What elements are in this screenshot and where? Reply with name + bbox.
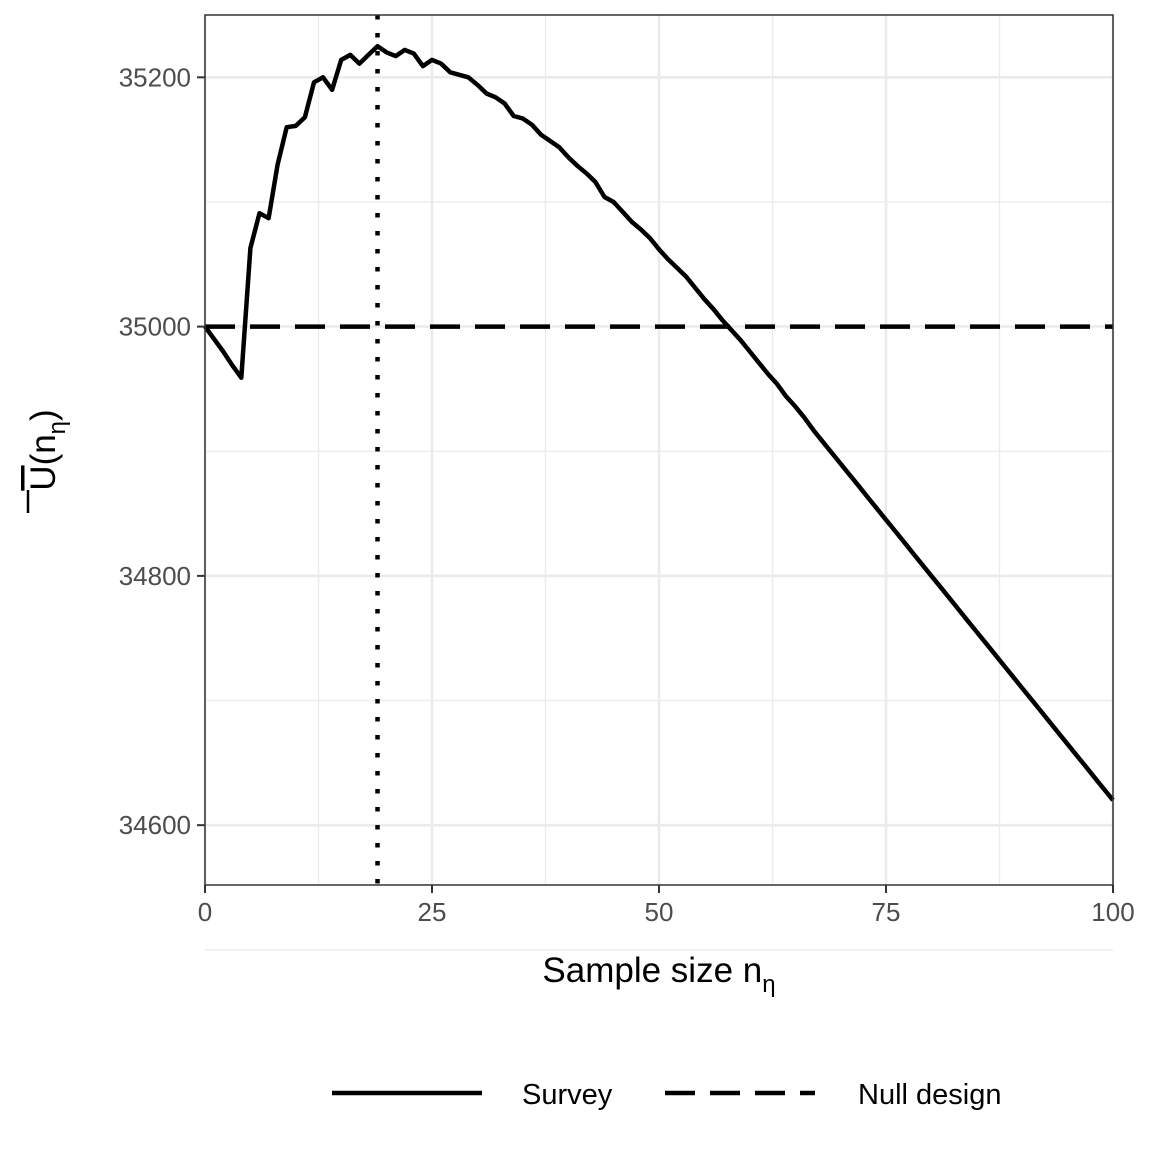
legend: Survey Null design bbox=[332, 1079, 1001, 1111]
axes: 0 25 50 75 100 34600 34800 35000 35200 bbox=[119, 62, 1135, 927]
y-axis-title: U(nη) bbox=[24, 409, 71, 513]
survey-line bbox=[203, 43, 1115, 802]
svg-text:U(nη): U(nη) bbox=[24, 409, 71, 490]
x-tick-label: 25 bbox=[418, 897, 447, 927]
x-tick-label: 0 bbox=[198, 897, 212, 927]
grid bbox=[203, 15, 1115, 951]
x-tick-label: 100 bbox=[1091, 897, 1134, 927]
y-tick-label: 34800 bbox=[119, 561, 191, 591]
legend-label-null-design: Null design bbox=[858, 1079, 1001, 1111]
y-tick-label: 34600 bbox=[119, 810, 191, 840]
y-tick-label: 35000 bbox=[119, 312, 191, 342]
legend-label-survey: Survey bbox=[522, 1079, 613, 1111]
x-tick-label: 50 bbox=[645, 897, 674, 927]
y-title-u: U bbox=[24, 465, 63, 490]
x-tick-label: 75 bbox=[872, 897, 901, 927]
x-axis-title: Sample size nη bbox=[542, 951, 775, 998]
series-layer bbox=[203, 15, 1115, 885]
y-tick-label: 35200 bbox=[119, 62, 191, 92]
